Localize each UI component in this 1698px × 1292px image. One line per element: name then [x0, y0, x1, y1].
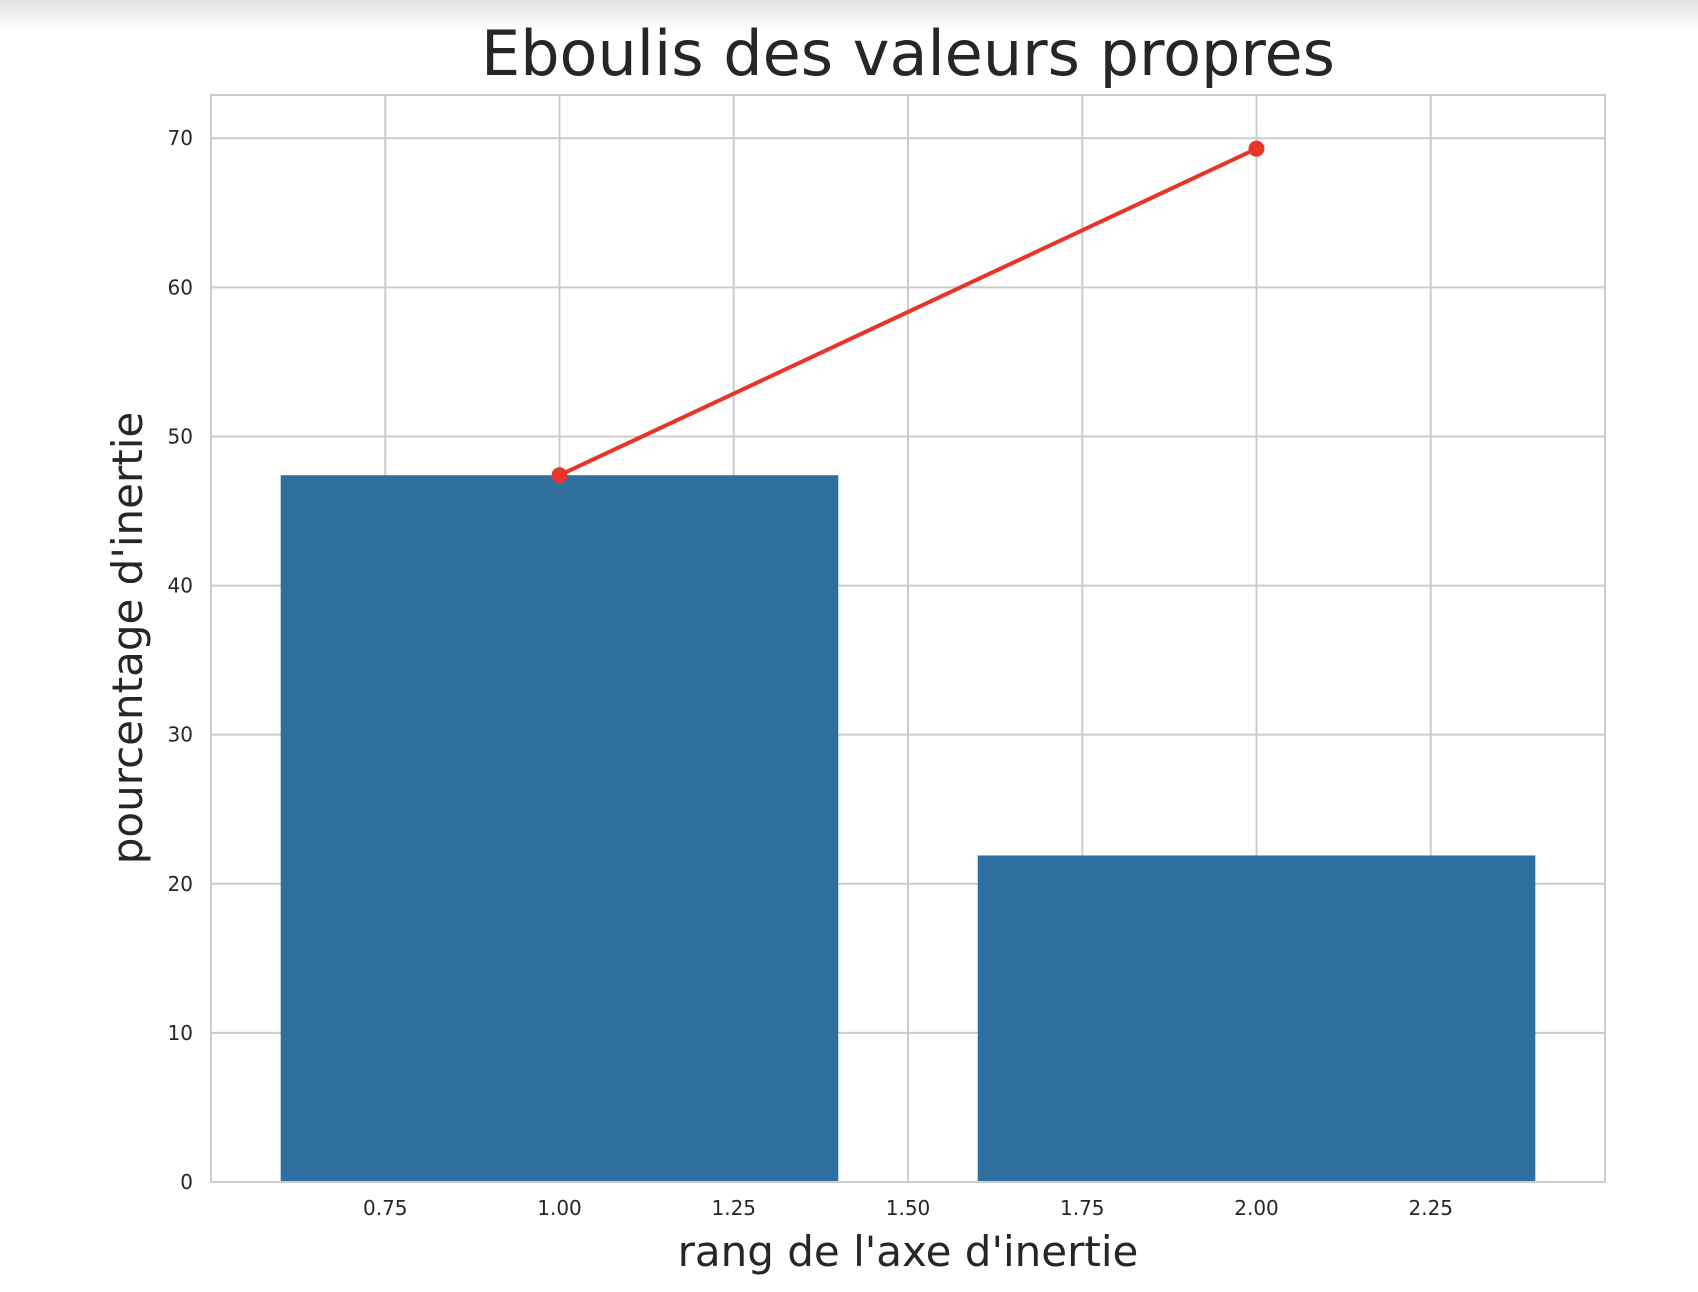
- x-tick-label: 1.50: [886, 1196, 931, 1220]
- cumulative-line-series: [551, 140, 1265, 484]
- window-top-shade: [0, 0, 1698, 30]
- x-tick-label: 1.25: [711, 1196, 756, 1220]
- y-tick-label: 20: [168, 872, 193, 896]
- line-point-2: [1248, 140, 1265, 157]
- line-point-1: [551, 467, 568, 484]
- x-axis-label: rang de l'axe d'inertie: [678, 1227, 1139, 1276]
- plot-frame: [210, 94, 1606, 1183]
- cumulative-line: [558, 146, 1258, 478]
- bar-1: [280, 475, 839, 1183]
- y-tick-label: 10: [168, 1021, 193, 1045]
- x-tick-label: 2.25: [1408, 1196, 1453, 1220]
- x-tick-label: 0.75: [363, 1196, 408, 1220]
- y-axis-label: pourcentage d'inertie: [103, 412, 152, 865]
- x-tick-label: 1.75: [1060, 1196, 1105, 1220]
- y-tick-label: 0: [180, 1170, 193, 1194]
- bars: [280, 475, 1536, 1183]
- y-tick-label: 70: [168, 126, 193, 150]
- x-tick-label: 2.00: [1234, 1196, 1279, 1220]
- y-tick-label: 60: [168, 275, 193, 299]
- x-tick-labels: 0.75 1.00 1.25 1.50 1.75 2.00 2.25: [363, 1196, 1453, 1220]
- y-tick-labels: 0 10 20 30 40 50 60 70: [168, 126, 193, 1194]
- y-tick-label: 50: [168, 424, 193, 448]
- x-tick-label: 1.00: [537, 1196, 582, 1220]
- chart-title: Eboulis des valeurs propres: [481, 17, 1335, 90]
- y-tick-label: 30: [168, 723, 193, 747]
- y-tick-label: 40: [168, 574, 193, 598]
- bar-2: [977, 855, 1536, 1182]
